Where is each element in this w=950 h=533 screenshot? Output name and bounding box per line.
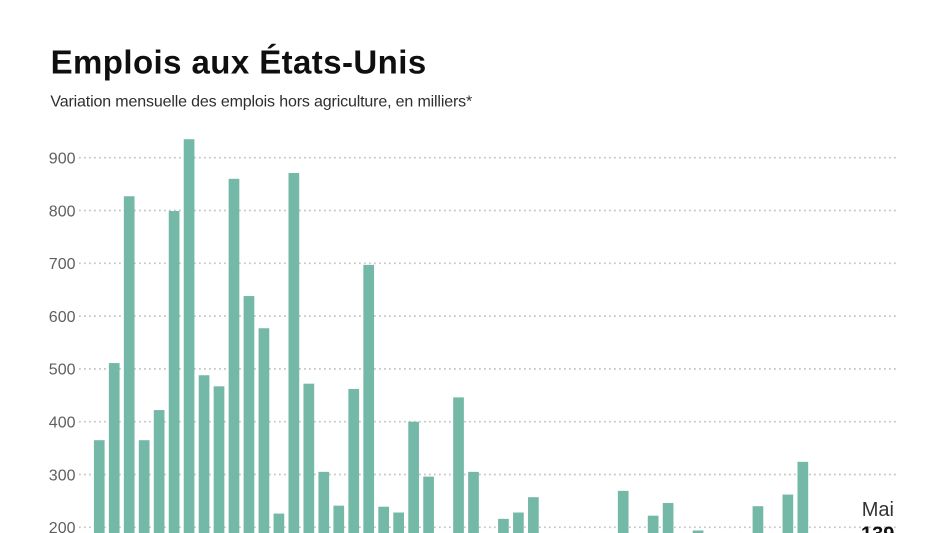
svg-text:200: 200 xyxy=(49,520,76,533)
svg-text:500: 500 xyxy=(49,362,76,379)
svg-text:Mai: Mai xyxy=(862,499,894,521)
svg-text:600: 600 xyxy=(49,309,76,326)
svg-text:300: 300 xyxy=(49,467,76,484)
svg-text:400: 400 xyxy=(49,415,76,432)
svg-text:139: 139 xyxy=(861,523,894,533)
svg-text:Emplois aux États-Unis: Emplois aux États-Unis xyxy=(51,44,427,81)
svg-text:700: 700 xyxy=(49,256,76,273)
svg-text:800: 800 xyxy=(49,203,76,220)
svg-text:Variation mensuelle des emploi: Variation mensuelle des emplois hors agr… xyxy=(50,94,472,111)
svg-text:900: 900 xyxy=(49,151,76,168)
